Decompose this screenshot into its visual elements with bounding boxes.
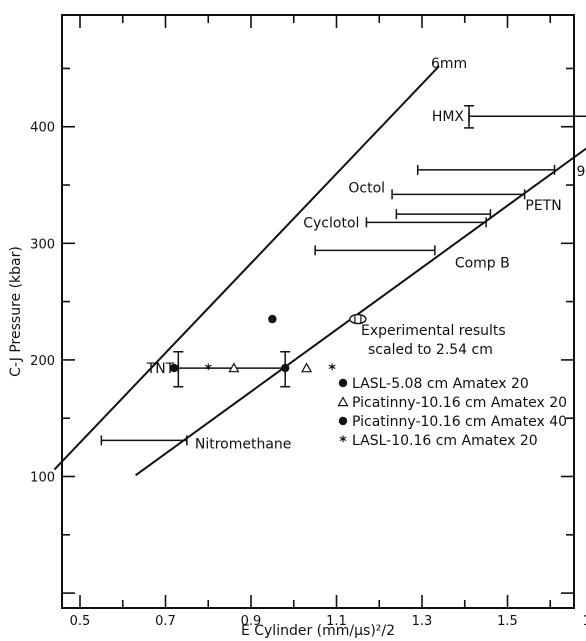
legend-marker	[338, 378, 348, 388]
x-tick-label: 1.3	[412, 614, 433, 629]
label-petn: PETN	[525, 198, 561, 214]
x-tick-label: 1.1	[326, 614, 347, 629]
range-bars	[100, 104, 586, 446]
x-tick-label: 0.9	[241, 614, 262, 629]
note-line-2: scaled to 2.54 cm	[368, 342, 493, 358]
x-tick-label: 1.7	[583, 614, 586, 629]
legend-marker	[337, 396, 349, 407]
data-point: *	[205, 362, 213, 378]
y-tick-label: 300	[30, 237, 55, 252]
x-tick-label: 0.5	[70, 614, 91, 629]
y-axis-label: C-J Pressure (kbar)	[8, 246, 24, 377]
legend-label: LASL-5.08 cm Amatex 20	[352, 376, 529, 392]
x-tick-label: 1.5	[497, 614, 518, 629]
label-hmx: HMX	[432, 109, 465, 125]
data-point	[281, 363, 290, 373]
plot-frame	[61, 14, 575, 609]
note-line-1: Experimental results	[361, 323, 506, 339]
legend-label: LASL-10.16 cm Amatex 20	[352, 433, 538, 449]
text-labels: 0.50.70.91.11.31.51.71.9100200300400E Cy…	[8, 56, 586, 639]
legend: LASL-5.08 cm Amatex 20 Picatinny-10.16 cm…	[337, 376, 567, 450]
legend-label: Picatinny-10.16 cm Amatex 40	[352, 414, 567, 430]
data-point	[301, 362, 313, 373]
line-label-6mm: 6mm	[431, 56, 467, 72]
label-comp-b: Comp B	[455, 255, 510, 271]
x-axis-label: E Cylinder (mm/µs)²/2	[241, 623, 395, 639]
legend-marker	[338, 416, 348, 426]
label-tnt: TNT	[146, 361, 175, 377]
plot-border	[61, 14, 575, 609]
data-point: *	[329, 362, 337, 378]
open-data-point	[349, 313, 367, 325]
data-point	[169, 363, 179, 373]
data-point	[268, 314, 277, 324]
y-tick-label: 100	[30, 471, 55, 486]
label-nitromethane: Nitromethane	[195, 436, 292, 452]
data-point	[228, 362, 240, 373]
label-9404: 9404	[577, 164, 586, 180]
legend-label: Picatinny-10.16 cm Amatex 20	[352, 395, 567, 411]
fit-line-6mm	[53, 65, 440, 471]
y-tick-label: 200	[30, 354, 55, 369]
label-cyclotol: Cyclotol	[303, 215, 359, 231]
y-tick-label: 400	[30, 121, 55, 136]
label-octol: Octol	[348, 180, 385, 196]
data-points: * *	[169, 313, 367, 378]
axis-ticks	[62, 15, 574, 608]
x-tick-label: 0.7	[155, 614, 176, 629]
legend-marker: *	[339, 434, 347, 450]
fit-line-19mm	[134, 147, 586, 477]
fit-lines	[53, 65, 586, 477]
